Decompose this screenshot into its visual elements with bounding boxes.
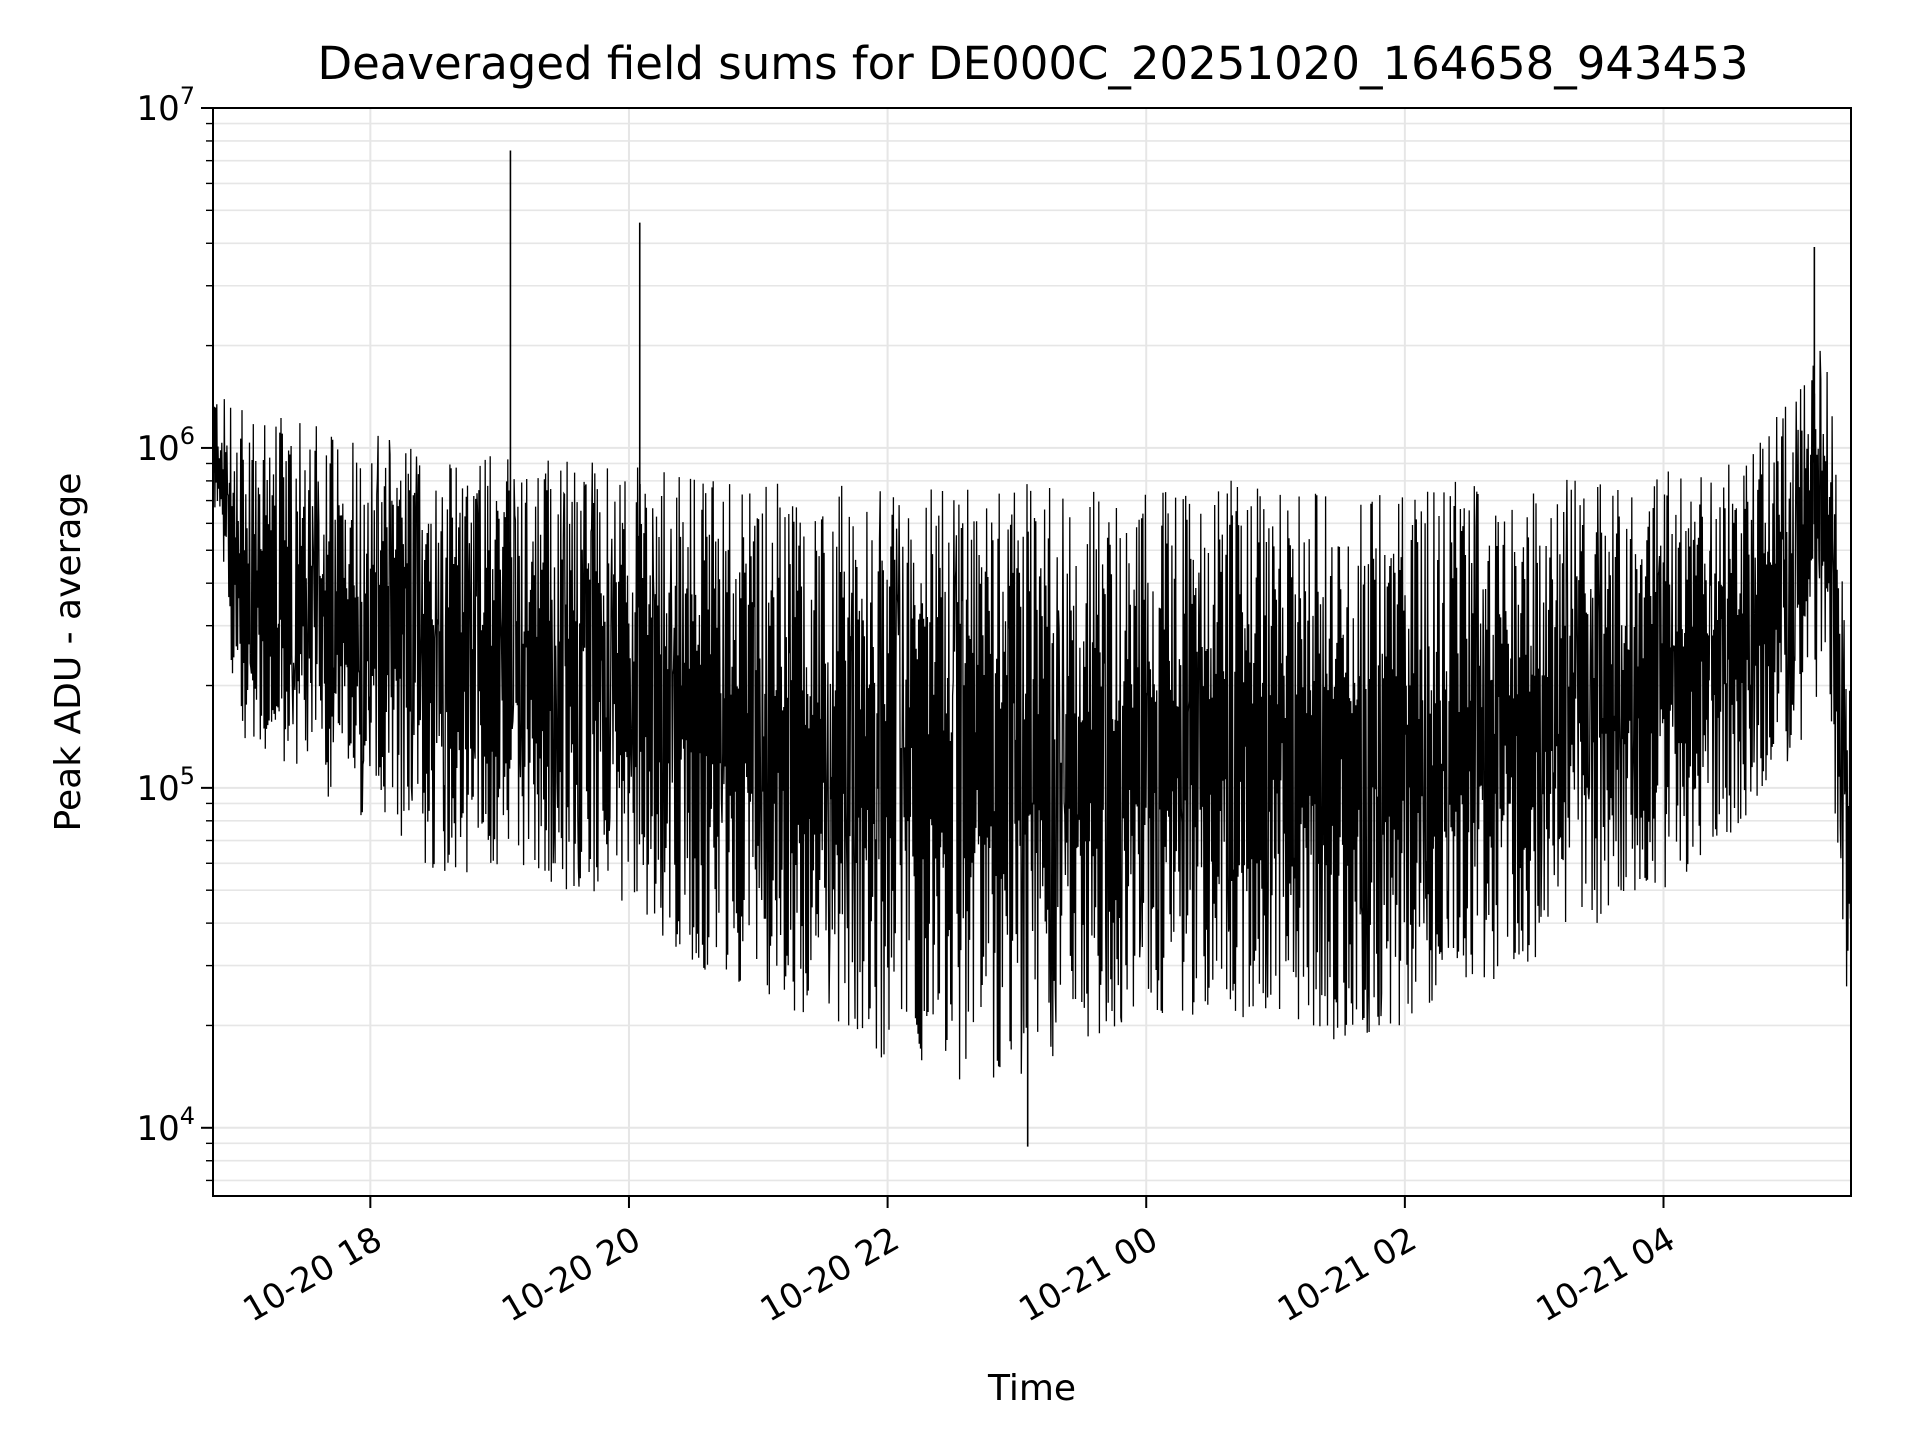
y-tick-label: 106 bbox=[136, 422, 195, 469]
chart-title: Deaveraged field sums for DE000C_2025102… bbox=[317, 37, 1748, 90]
spike-lines bbox=[509, 150, 1816, 1147]
x-tick-label: 10-21 04 bbox=[1530, 1219, 1682, 1330]
y-tick-label: 105 bbox=[136, 762, 195, 809]
series-line bbox=[212, 350, 1852, 1080]
x-tick-label: 10-21 02 bbox=[1271, 1219, 1423, 1330]
x-tick-label: 10-20 22 bbox=[754, 1219, 906, 1330]
y-axis-ticks: 104 105 106 107 bbox=[136, 82, 213, 1182]
y-tick-label: 104 bbox=[136, 1102, 195, 1149]
x-tick-label: 10-20 18 bbox=[236, 1219, 388, 1330]
y-tick-label: 107 bbox=[136, 82, 195, 129]
y-axis-label: Peak ADU - average bbox=[48, 473, 89, 832]
x-tick-label: 10-21 00 bbox=[1012, 1219, 1164, 1330]
x-axis-ticks: 10-20 18 10-20 20 10-20 22 10-21 00 10-21 02… bbox=[236, 1196, 1682, 1330]
plot-frame bbox=[212, 107, 1852, 1197]
x-axis-label: Time bbox=[987, 1368, 1076, 1409]
x-tick-label: 10-20 20 bbox=[495, 1219, 647, 1330]
